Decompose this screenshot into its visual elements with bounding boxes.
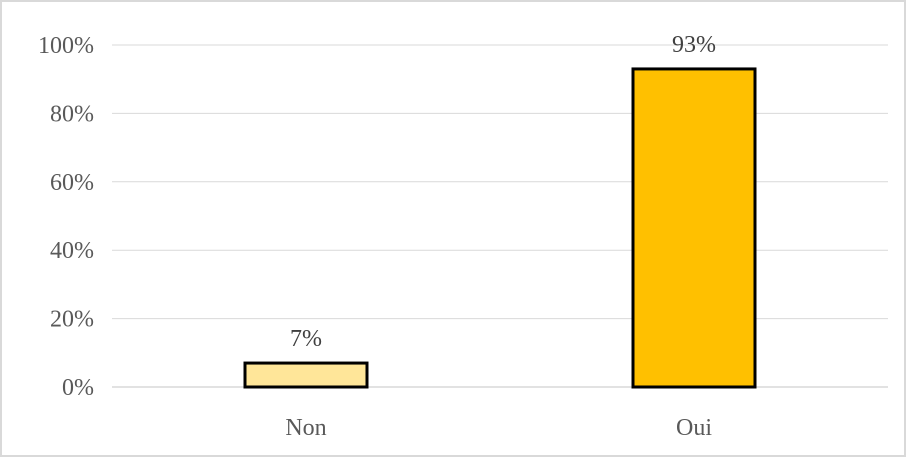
data-label-oui: 93% xyxy=(672,32,716,58)
gridlines xyxy=(112,44,888,388)
data-label-non: 7% xyxy=(290,326,322,352)
y-tick-label: 0% xyxy=(62,375,94,401)
y-tick-label: 40% xyxy=(50,238,94,264)
bars xyxy=(243,67,757,389)
category-label-oui: Oui xyxy=(676,415,712,441)
x-axis-category-labels: Non Oui xyxy=(285,415,712,441)
y-tick-label: 20% xyxy=(50,307,94,333)
y-tick-label: 100% xyxy=(38,33,94,59)
data-labels: 7% 93% xyxy=(290,32,716,352)
y-tick-label: 80% xyxy=(50,101,94,127)
y-tick-label: 60% xyxy=(50,170,94,196)
bar-oui xyxy=(631,67,757,389)
bar-non xyxy=(243,361,369,389)
y-axis-tick-labels: 0% 20% 40% 60% 80% 100% xyxy=(38,33,94,401)
category-label-non: Non xyxy=(285,415,326,441)
